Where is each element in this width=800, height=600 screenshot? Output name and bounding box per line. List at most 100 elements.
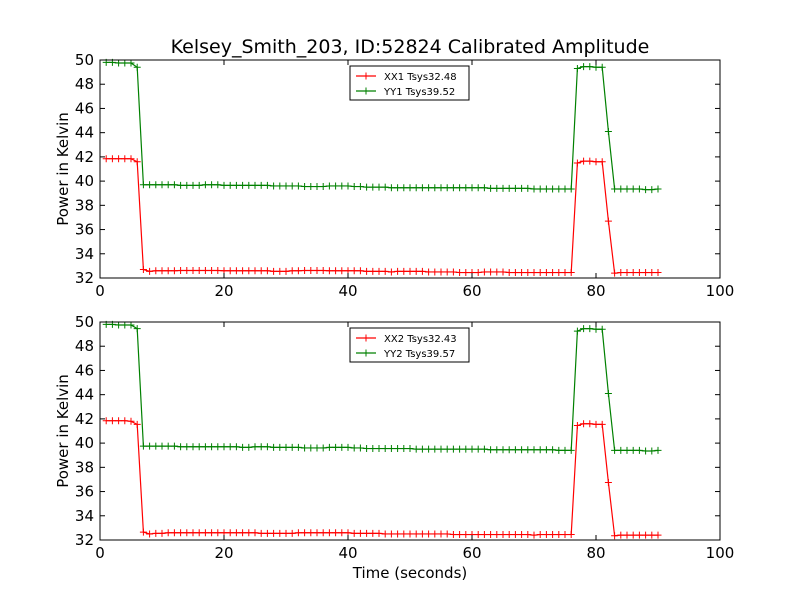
data-point [623, 185, 631, 193]
data-point [133, 420, 141, 428]
data-point [288, 529, 296, 537]
data-point [536, 185, 544, 193]
data-point [183, 181, 191, 189]
data-point [592, 420, 600, 428]
y-tick-label: 46 [75, 99, 94, 117]
legend: XX1 Tsys32.48 YY1 Tsys39.52 [349, 65, 470, 101]
data-point [183, 443, 191, 451]
data-point [282, 443, 290, 451]
data-point [629, 269, 637, 277]
data-point [524, 269, 532, 277]
data-point [332, 267, 340, 275]
data-point [394, 530, 402, 538]
data-point [443, 268, 451, 276]
data-point [239, 267, 247, 275]
y-tick-label: 42 [75, 148, 94, 166]
data-point [133, 325, 141, 333]
data-point [530, 531, 538, 539]
x-tick-label: 40 [338, 544, 357, 562]
data-point [635, 185, 643, 193]
data-point [505, 446, 513, 454]
legend-label: XX1 Tsys32.48 [384, 72, 457, 83]
data-point [263, 529, 271, 537]
data-point [480, 184, 488, 192]
data-point [276, 529, 284, 537]
data-point [152, 267, 160, 275]
data-point [642, 186, 650, 194]
data-point [604, 478, 612, 486]
data-point [251, 181, 259, 189]
data-point [629, 531, 637, 539]
data-point [127, 59, 135, 67]
data-point [245, 181, 253, 189]
data-point [449, 531, 457, 539]
y-tick-label: 50 [75, 51, 94, 69]
data-point [555, 531, 563, 539]
data-point [146, 442, 154, 450]
data-point [177, 266, 185, 274]
data-point [406, 445, 414, 453]
data-point [375, 529, 383, 537]
legend-box [349, 65, 470, 101]
data-point [567, 185, 575, 193]
data-point [115, 59, 123, 67]
data-point [183, 529, 191, 537]
data-point [164, 529, 172, 537]
data-point [115, 417, 123, 425]
data-point [462, 445, 470, 453]
data-point [344, 443, 352, 451]
data-point [301, 266, 309, 274]
data-point [573, 159, 581, 167]
data-point [102, 417, 110, 425]
data-point [586, 420, 594, 428]
data-point [158, 267, 166, 275]
data-point [282, 529, 290, 537]
y-tick-label: 38 [75, 458, 94, 476]
data-point [561, 446, 569, 454]
x-tick-label: 20 [214, 544, 233, 562]
data-point [158, 181, 166, 189]
y-tick-label: 42 [75, 410, 94, 428]
data-point [226, 443, 234, 451]
data-point [549, 185, 557, 193]
data-point [412, 267, 420, 275]
data-point [611, 269, 619, 277]
data-point [536, 531, 544, 539]
data-point [276, 267, 284, 275]
data-point [549, 269, 557, 277]
chart-title: Kelsey_Smith_203, ID:52824 Calibrated Am… [171, 36, 650, 58]
data-point [456, 531, 464, 539]
data-point [139, 442, 147, 450]
legend-box [349, 327, 470, 363]
data-point [381, 183, 389, 191]
data-point [121, 155, 129, 163]
data-point [480, 531, 488, 539]
data-point [102, 155, 110, 163]
data-point [648, 269, 656, 277]
data-point [474, 184, 482, 192]
y-tick-label: 50 [75, 313, 94, 331]
data-point [474, 269, 482, 277]
data-point [363, 267, 371, 275]
data-point [313, 529, 321, 537]
data-point [394, 445, 402, 453]
data-point [468, 184, 476, 192]
data-point [307, 266, 315, 274]
data-point [270, 267, 278, 275]
data-point [567, 269, 575, 277]
data-point [363, 183, 371, 191]
data-point [586, 63, 594, 71]
data-point [189, 529, 197, 537]
data-point [412, 184, 420, 192]
data-point [555, 446, 563, 454]
data-point [375, 267, 383, 275]
data-point [189, 443, 197, 451]
x-tick-label: 0 [95, 544, 105, 562]
data-point [251, 267, 259, 275]
data-point [518, 184, 526, 192]
bottom-plot-panel: Power in Kelvin 0 20 40 60 80 100 32 34 36 38 40 42 4… [54, 313, 734, 562]
data-point [511, 446, 519, 454]
data-point [239, 529, 247, 537]
data-point [239, 181, 247, 189]
data-point [518, 269, 526, 277]
